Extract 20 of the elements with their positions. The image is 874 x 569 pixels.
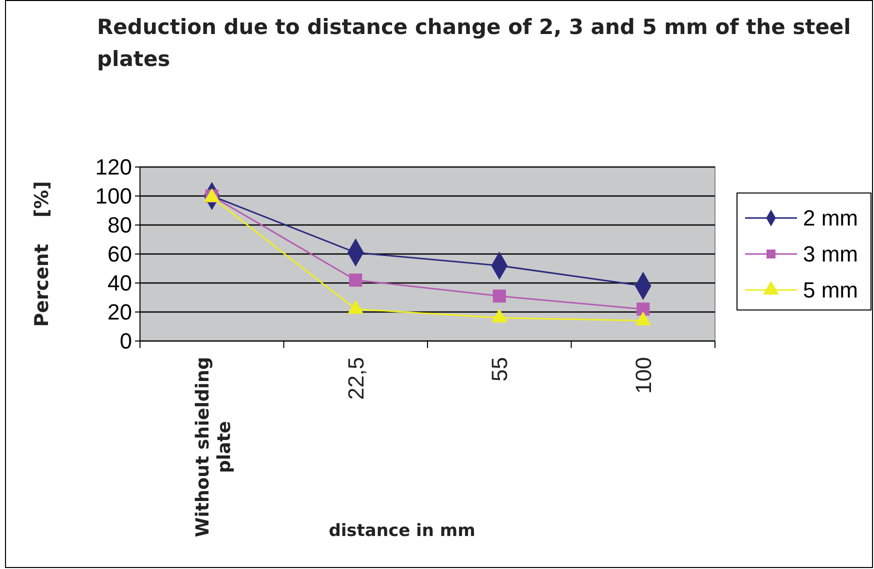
legend-label: 5 mm: [803, 278, 858, 303]
point: [349, 274, 362, 287]
legend-label: 3 mm: [803, 242, 858, 267]
y-tick-label: 80: [108, 212, 132, 238]
x-tick-label: 100: [630, 357, 656, 394]
x-axis-title: distance in mm: [328, 521, 476, 541]
point: [492, 290, 506, 303]
y-tick-label: 120: [95, 154, 132, 180]
chart-title: Reduction due to distance change of 2, 3 and 5 mm of the steel plates: [97, 15, 851, 71]
y-tick-label: 0: [120, 328, 132, 354]
y-tick-label: 40: [108, 270, 132, 296]
x-tick-label: 22,5: [343, 357, 368, 400]
legend-label: 2 mm: [803, 206, 858, 231]
y-tick-label: 100: [95, 184, 132, 209]
x-tick-label: Without shielding plate: [192, 356, 235, 538]
y-tick-label: 20: [108, 300, 132, 325]
point: [636, 302, 650, 316]
x-tick-label: 55: [487, 357, 512, 382]
y-tick-label: 60: [108, 242, 132, 267]
y-axis-title: Percent [%]: [31, 181, 53, 327]
